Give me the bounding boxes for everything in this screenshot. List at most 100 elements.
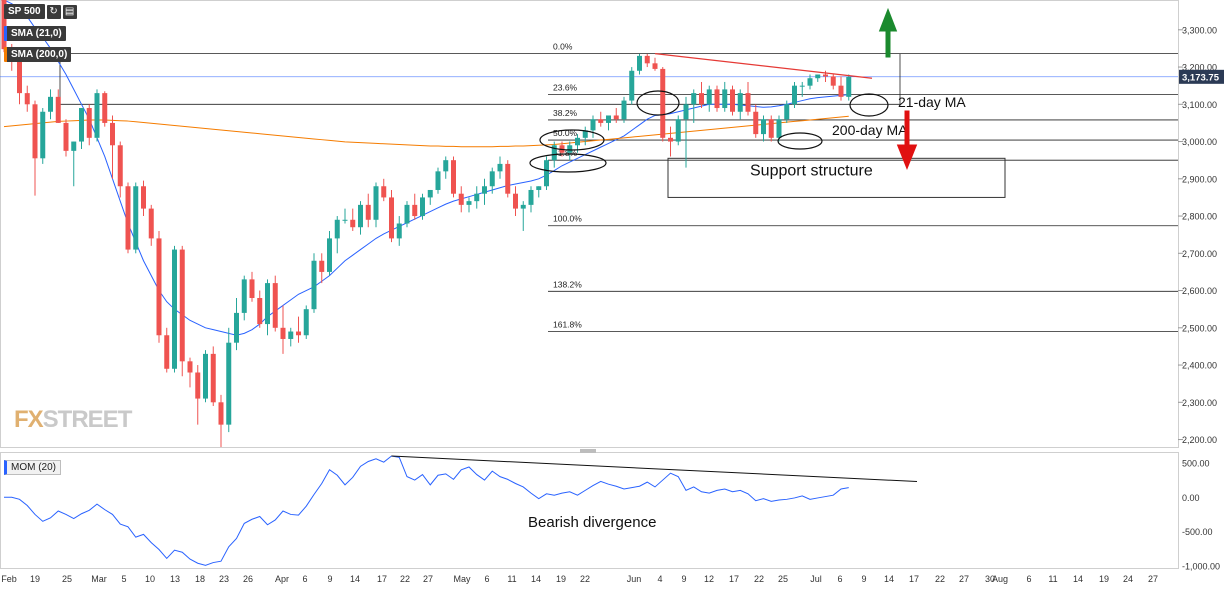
- candle-body: [451, 160, 456, 194]
- x-axis-label: 6: [302, 574, 307, 584]
- sma21-legend[interactable]: SMA (21,0): [4, 26, 66, 41]
- candle-body: [40, 111, 46, 159]
- candle-body: [544, 160, 549, 187]
- candle-body: [79, 108, 84, 142]
- candle-body: [807, 78, 813, 86]
- momentum-legend[interactable]: MOM (20): [4, 460, 61, 475]
- candle-body: [396, 223, 402, 239]
- x-axis-label: 5: [121, 574, 126, 584]
- x-axis-label: 9: [681, 574, 686, 584]
- candle-body: [435, 171, 441, 190]
- momentum-tick-label: 0.00: [1182, 493, 1200, 503]
- candle-body: [179, 249, 185, 362]
- x-axis-label: 18: [195, 574, 205, 584]
- support-label: Support structure: [750, 162, 873, 179]
- candle-body: [71, 141, 77, 151]
- candle-body: [257, 298, 263, 325]
- price-tick-label: 3,100.00: [1182, 100, 1217, 110]
- candle-body: [652, 63, 658, 69]
- price-tick-label: 2,700.00: [1182, 249, 1217, 259]
- momentum-line: [4, 455, 849, 566]
- candle-body: [706, 89, 712, 105]
- candle-body: [303, 309, 309, 336]
- candle-body: [412, 204, 418, 217]
- arrow-up-icon: [878, 7, 898, 58]
- x-axis-label: 10: [145, 574, 155, 584]
- price-tick-label: 2,900.00: [1182, 174, 1217, 184]
- candle-body: [288, 331, 294, 339]
- candle-body: [505, 163, 511, 194]
- candle-body: [683, 104, 689, 120]
- candle-body: [187, 361, 193, 373]
- highlight-ellipse: [539, 129, 605, 151]
- candle-body: [1, 0, 7, 50]
- fxstreet-logo: FXSTREET: [14, 406, 132, 433]
- x-axis-label: 9: [861, 574, 866, 584]
- x-axis-label: 4: [657, 574, 662, 584]
- arrow-down-icon: [896, 110, 918, 171]
- x-axis-label: 14: [1073, 574, 1083, 584]
- refresh-icon[interactable]: ↻: [46, 4, 61, 19]
- fib-level-label: 100.0%: [553, 214, 582, 224]
- x-axis-label: 14: [884, 574, 894, 584]
- x-axis-label: 22: [400, 574, 410, 584]
- candle-body: [768, 119, 774, 138]
- candle-body: [613, 115, 619, 120]
- candle-body: [319, 260, 325, 272]
- fib-level-label: 23.6%: [553, 83, 578, 93]
- calendar-icon[interactable]: ▤: [62, 4, 77, 19]
- candle-body: [489, 171, 495, 187]
- candle-body: [784, 104, 790, 120]
- candle-body: [660, 68, 666, 138]
- candle-body: [327, 238, 332, 272]
- x-axis-label: 27: [959, 574, 969, 584]
- x-axis-label: 26: [243, 574, 253, 584]
- candle-body: [342, 219, 348, 221]
- price-pane-frame: [0, 0, 1179, 448]
- candle-body: [668, 137, 673, 142]
- candle-body: [133, 186, 139, 250]
- x-axis-label: Jul: [810, 574, 822, 584]
- x-axis-label: 22: [580, 574, 590, 584]
- symbol-legend: SP 500 ↻ ▤: [4, 4, 77, 19]
- candle-body: [497, 163, 503, 172]
- candle-body: [644, 55, 650, 64]
- candle-body: [528, 189, 534, 205]
- candle-body: [156, 238, 162, 336]
- candle-body: [373, 186, 379, 220]
- x-axis-label: 14: [350, 574, 360, 584]
- candle-body: [172, 249, 177, 369]
- candle-body: [350, 219, 356, 228]
- x-axis-label: Mar: [91, 574, 107, 584]
- x-axis-label: May: [453, 574, 471, 584]
- x-axis-label: 25: [62, 574, 72, 584]
- sma200-legend[interactable]: SMA (200,0): [4, 47, 72, 62]
- candle-body: [745, 93, 751, 112]
- x-axis-label: 14: [531, 574, 541, 584]
- x-axis-label: 23: [219, 574, 229, 584]
- divergence-label: Bearish divergence: [528, 514, 656, 531]
- symbol-label: SP 500: [4, 4, 45, 19]
- x-axis-label: 22: [935, 574, 945, 584]
- support-zone-box: [667, 157, 1006, 198]
- candle-body: [226, 342, 232, 425]
- candle-body: [520, 204, 526, 209]
- candle-body: [195, 372, 201, 399]
- candle-body: [482, 186, 487, 194]
- price-tick-label: 2,400.00: [1182, 361, 1217, 371]
- candle-body: [94, 93, 100, 138]
- candle-body: [86, 108, 92, 138]
- x-axis-label: Jun: [627, 574, 642, 584]
- pane-resize-handle: [580, 449, 596, 453]
- x-axis-label: 22: [754, 574, 764, 584]
- candle-body: [210, 353, 216, 403]
- highlight-ellipse: [529, 153, 607, 173]
- x-axis-label: 25: [778, 574, 788, 584]
- divergence-line: [391, 455, 918, 482]
- x-axis-label: 11: [1048, 574, 1057, 584]
- candle-body: [823, 74, 828, 77]
- sma21-line: [3, 0, 849, 336]
- candle-body: [280, 327, 286, 339]
- candle-body: [55, 96, 61, 123]
